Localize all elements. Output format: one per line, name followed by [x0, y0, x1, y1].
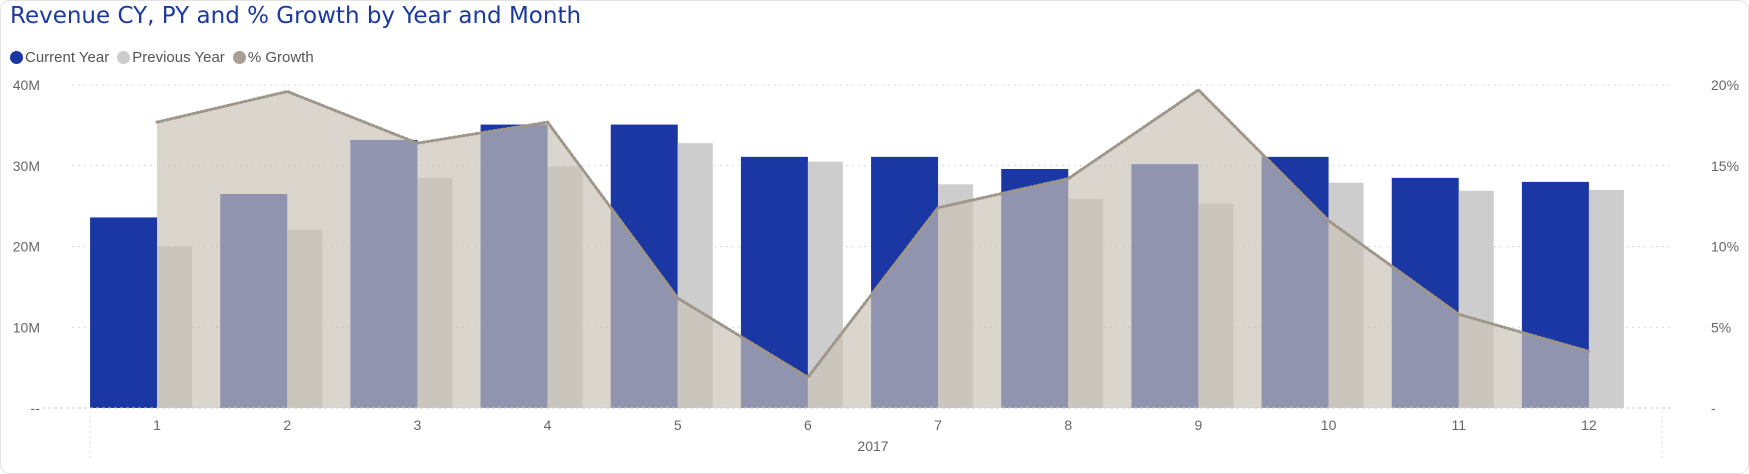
bar-previous-year	[1588, 189, 1624, 408]
y-left-tick-label: 20M	[13, 239, 40, 255]
legend-label-growth: % Growth	[247, 48, 314, 66]
x-tick-label: 12	[1581, 417, 1597, 433]
x-tick-label: 2	[283, 417, 291, 433]
x-tick-label: 7	[934, 417, 942, 433]
y-right-tick-label: 10%	[1711, 239, 1739, 255]
y-right-tick-label: 5%	[1711, 319, 1731, 335]
legend-item-current-year[interactable]: Current Year	[10, 49, 109, 66]
x-tick-label: 5	[674, 417, 682, 433]
legend-label-previous-year: Previous Year	[132, 48, 225, 66]
legend-label-current-year: Current Year	[25, 48, 110, 66]
legend-item-previous-year[interactable]: Previous Year	[117, 49, 225, 66]
x-tick-label: 11	[1451, 417, 1466, 433]
y-left-tick-label: --	[31, 400, 41, 416]
legend-marker-previous-year	[117, 50, 131, 64]
x-tick-label: 10	[1321, 417, 1337, 433]
y-right-tick-label: -	[1711, 400, 1716, 416]
y-right-tick-label: 20%	[1711, 77, 1739, 93]
area-growth	[157, 89, 1589, 408]
legend: Current Year Previous Year % Growth	[10, 47, 322, 67]
legend-marker-current-year	[10, 50, 23, 64]
line-growth	[155, 87, 1591, 380]
x-tick-label: 3	[414, 417, 422, 433]
y-left-tick-label: 10M	[13, 319, 40, 335]
y-left-tick-label: 30M	[13, 158, 40, 174]
legend-marker-growth	[232, 50, 246, 64]
x-axis-label: 2017	[857, 438, 888, 454]
x-tick-label: 4	[544, 417, 552, 433]
y-left-tick-label: 40M	[13, 77, 40, 93]
x-tick-label: 8	[1064, 417, 1072, 433]
y-right-tick-label: 15%	[1711, 158, 1739, 174]
legend-item-growth[interactable]: % Growth	[232, 48, 314, 66]
x-tick-label: 1	[153, 417, 161, 433]
chart-title: Revenue CY, PY and % Growth by Year and …	[10, 3, 582, 29]
bar-current-year	[90, 217, 158, 408]
x-tick-label: 6	[804, 417, 812, 433]
x-tick-label: 9	[1195, 417, 1203, 433]
